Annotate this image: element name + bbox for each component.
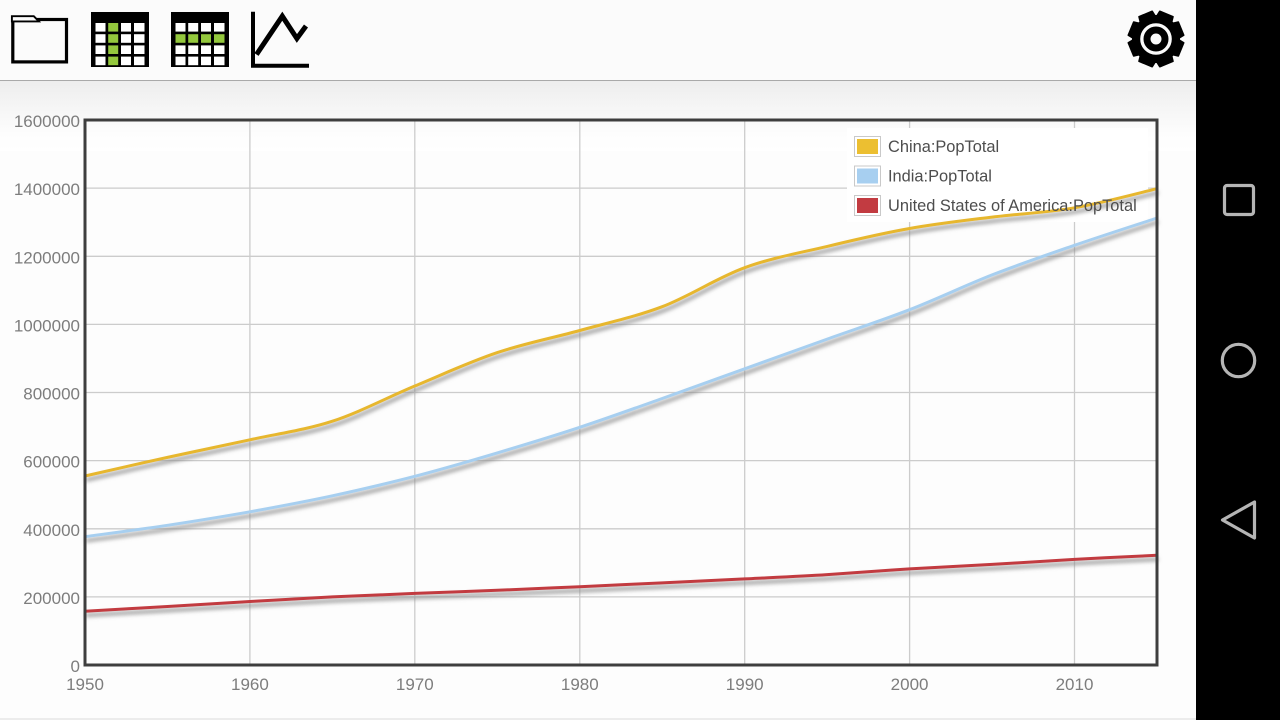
svg-text:India:PopTotal: India:PopTotal — [888, 168, 992, 186]
svg-text:United States of America:PopTo: United States of America:PopTotal — [888, 197, 1137, 215]
svg-text:2010: 2010 — [1056, 675, 1094, 694]
svg-text:400000: 400000 — [23, 521, 80, 540]
svg-text:1000000: 1000000 — [14, 316, 80, 335]
svg-text:800000: 800000 — [23, 385, 80, 404]
svg-text:200000: 200000 — [23, 589, 80, 608]
svg-text:1600000: 1600000 — [14, 112, 80, 131]
svg-text:1950: 1950 — [66, 675, 104, 694]
svg-text:600000: 600000 — [23, 453, 80, 472]
svg-text:2000: 2000 — [891, 675, 929, 694]
svg-text:China:PopTotal: China:PopTotal — [888, 138, 999, 156]
svg-text:1200000: 1200000 — [14, 248, 80, 267]
svg-text:1400000: 1400000 — [14, 180, 80, 199]
svg-text:1960: 1960 — [231, 675, 269, 694]
svg-text:1990: 1990 — [726, 675, 764, 694]
svg-text:1980: 1980 — [561, 675, 599, 694]
svg-text:0: 0 — [71, 657, 80, 676]
svg-text:1970: 1970 — [396, 675, 434, 694]
